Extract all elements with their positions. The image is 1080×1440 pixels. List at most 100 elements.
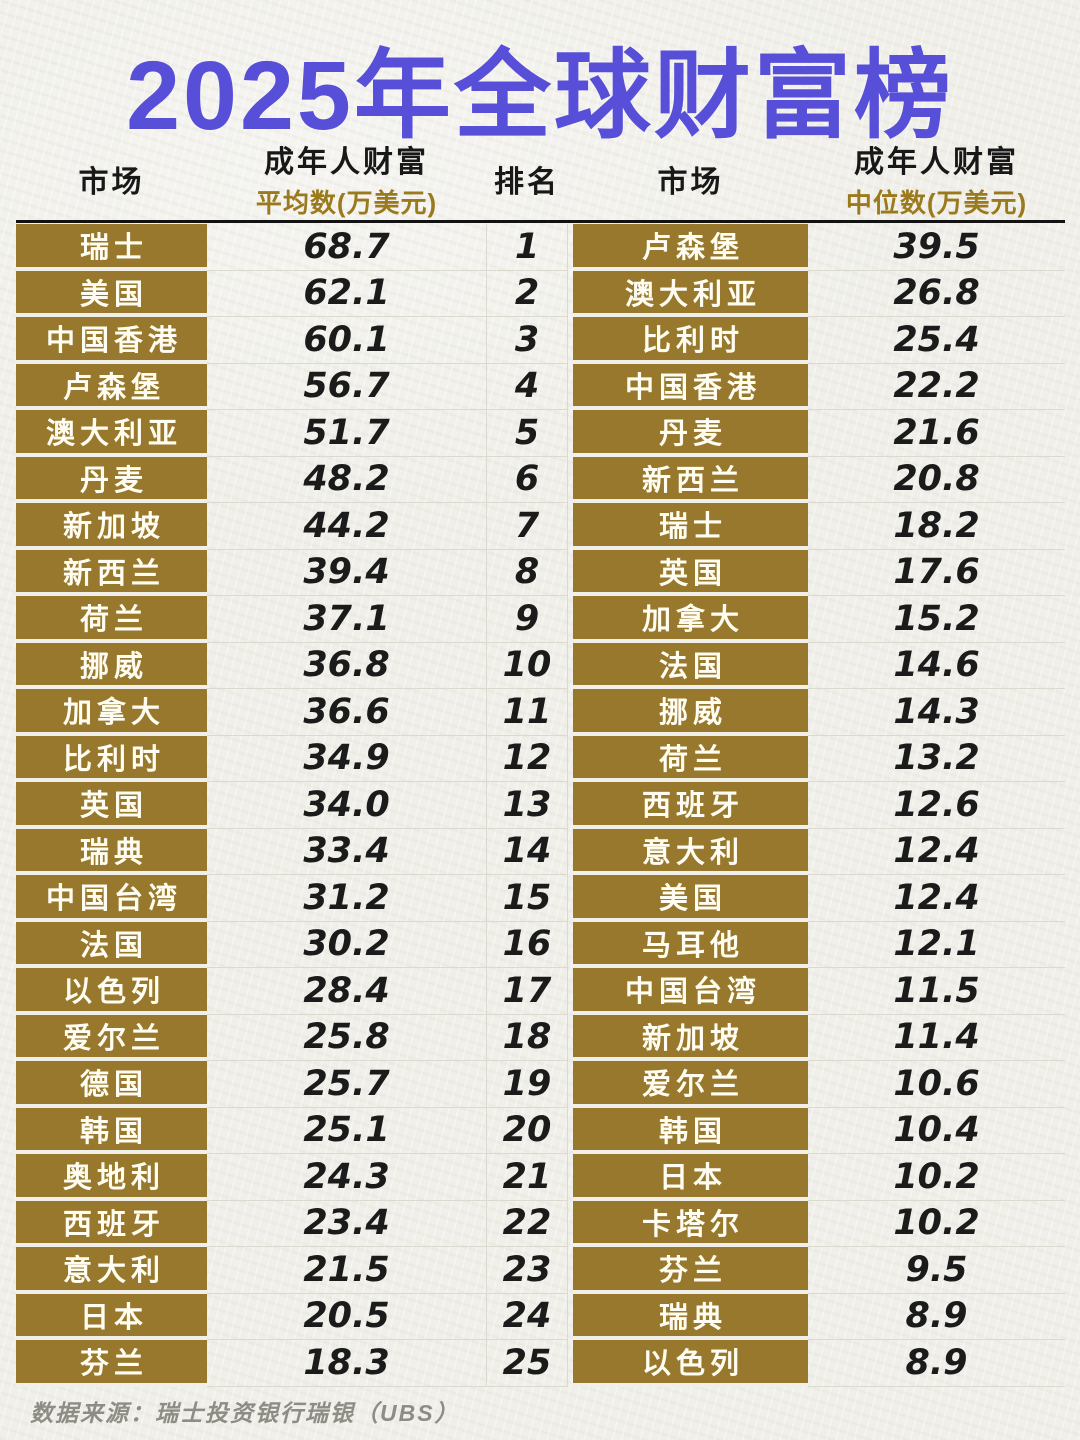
med-value-cell: 14.3 [808, 689, 1065, 736]
rank-cell: 12 [486, 735, 568, 782]
avg-value-cell: 44.2 [207, 503, 486, 550]
data-source-note: 数据来源：瑞士投资银行瑞银（UBS） [30, 1400, 460, 1426]
rank-cell: 7 [486, 503, 568, 550]
med-value-cell: 10.2 [808, 1201, 1065, 1247]
med-value-cell: 8.9 [808, 1294, 1065, 1340]
rank-cell: 19 [486, 1061, 568, 1108]
med-value-cell: 9.5 [808, 1247, 1065, 1294]
med-market-cell: 挪威 [573, 689, 808, 736]
med-market-cell: 日本 [573, 1154, 808, 1201]
avg-market-cell: 挪威 [16, 642, 207, 689]
avg-market-cell: 荷兰 [16, 596, 207, 643]
avg-value-cell: 36.6 [207, 689, 486, 736]
avg-value-cell: 31.2 [207, 875, 486, 922]
med-market-cell: 英国 [573, 549, 808, 596]
avg-market-cell: 日本 [16, 1293, 207, 1340]
avg-value-cell: 25.7 [207, 1061, 486, 1108]
avg-market-cell: 中国台湾 [16, 875, 207, 922]
rank-cell: 14 [486, 828, 568, 875]
header-market-right: 市场 [657, 166, 724, 199]
med-market-cell: 意大利 [573, 828, 808, 875]
med-market-cell: 芬兰 [573, 1247, 808, 1294]
med-value-cell: 11.5 [808, 968, 1065, 1015]
avg-market-cell: 韩国 [16, 1107, 207, 1154]
avg-market-cell: 英国 [16, 782, 207, 829]
avg-value-cell: 30.2 [207, 922, 486, 968]
header-median-wealth: 成年人财富 中位数(万美元) [845, 146, 1028, 218]
header-rank: 排名 [494, 166, 560, 199]
header-market-left: 市场 [78, 166, 145, 199]
avg-market-cell: 瑞典 [16, 828, 207, 875]
rank-cell: 15 [486, 875, 568, 922]
avg-market-cell: 丹麦 [16, 456, 207, 503]
avg-value-cell: 48.2 [207, 457, 486, 503]
med-market-cell: 加拿大 [573, 596, 808, 643]
med-market-cell: 卢森堡 [573, 224, 808, 271]
rank-cell: 8 [486, 549, 568, 596]
rank-cell: 10 [486, 642, 568, 689]
table-body: 瑞士 68.7 1 卢森堡 39.5 美国 62.1 2 澳大利亚 26.8 中国香港 60.1 3 比利… [16, 224, 1065, 1387]
med-value-cell: 26.8 [808, 271, 1065, 317]
med-value-cell: 39.5 [808, 224, 1065, 271]
avg-market-cell: 比利时 [16, 735, 207, 782]
med-market-cell: 法国 [573, 642, 808, 689]
avg-market-cell: 中国香港 [16, 317, 207, 364]
avg-value-cell: 33.4 [207, 829, 486, 875]
med-value-cell: 14.6 [808, 643, 1065, 689]
header-average-sub: 平均数(万美元) [255, 188, 438, 218]
avg-value-cell: 25.1 [207, 1108, 486, 1154]
med-market-cell: 中国香港 [573, 363, 808, 410]
med-value-cell: 12.6 [808, 782, 1065, 829]
header-divider-line [16, 220, 1065, 223]
rank-cell: 20 [486, 1107, 568, 1154]
med-market-cell: 卡塔尔 [573, 1200, 808, 1247]
rank-cell: 16 [486, 921, 568, 968]
rank-cell: 22 [486, 1200, 568, 1247]
med-market-cell: 瑞士 [573, 503, 808, 550]
avg-value-cell: 51.7 [207, 410, 486, 457]
rank-cell: 2 [486, 270, 568, 317]
med-market-cell: 以色列 [573, 1340, 808, 1387]
rank-cell: 4 [486, 363, 568, 410]
med-market-cell: 中国台湾 [573, 968, 808, 1015]
med-value-cell: 10.6 [808, 1061, 1065, 1108]
med-value-cell: 18.2 [808, 503, 1065, 550]
avg-market-cell: 新西兰 [16, 549, 207, 596]
avg-value-cell: 23.4 [207, 1201, 486, 1247]
avg-value-cell: 18.3 [207, 1340, 486, 1387]
avg-market-cell: 美国 [16, 270, 207, 317]
rank-cell: 24 [486, 1293, 568, 1340]
avg-market-cell: 奥地利 [16, 1154, 207, 1201]
med-value-cell: 8.9 [808, 1340, 1065, 1387]
avg-value-cell: 34.0 [207, 782, 486, 829]
rank-cell: 9 [486, 596, 568, 643]
avg-value-cell: 62.1 [207, 271, 486, 317]
rank-cell: 18 [486, 1014, 568, 1061]
avg-value-cell: 56.7 [207, 364, 486, 410]
page-title: 2025年全球财富榜 [126, 41, 954, 150]
med-value-cell: 13.2 [808, 736, 1065, 782]
med-market-cell: 西班牙 [573, 782, 808, 829]
avg-market-cell: 西班牙 [16, 1200, 207, 1247]
rank-cell: 17 [486, 968, 568, 1015]
avg-market-cell: 爱尔兰 [16, 1014, 207, 1061]
rank-cell: 1 [486, 224, 568, 271]
med-market-cell: 丹麦 [573, 410, 808, 457]
med-market-cell: 荷兰 [573, 735, 808, 782]
med-market-cell: 韩国 [573, 1107, 808, 1154]
med-value-cell: 11.4 [808, 1015, 1065, 1061]
med-market-cell: 马耳他 [573, 921, 808, 968]
rank-cell: 23 [486, 1247, 568, 1294]
med-value-cell: 17.6 [808, 550, 1065, 596]
avg-value-cell: 28.4 [207, 968, 486, 1015]
med-market-cell: 新西兰 [573, 456, 808, 503]
avg-value-cell: 36.8 [207, 643, 486, 689]
avg-market-cell: 芬兰 [16, 1340, 207, 1387]
avg-market-cell: 以色列 [16, 968, 207, 1015]
avg-value-cell: 21.5 [207, 1247, 486, 1294]
avg-market-cell: 法国 [16, 921, 207, 968]
med-market-cell: 澳大利亚 [573, 270, 808, 317]
med-market-cell: 瑞典 [573, 1293, 808, 1340]
rank-cell: 3 [486, 317, 568, 364]
